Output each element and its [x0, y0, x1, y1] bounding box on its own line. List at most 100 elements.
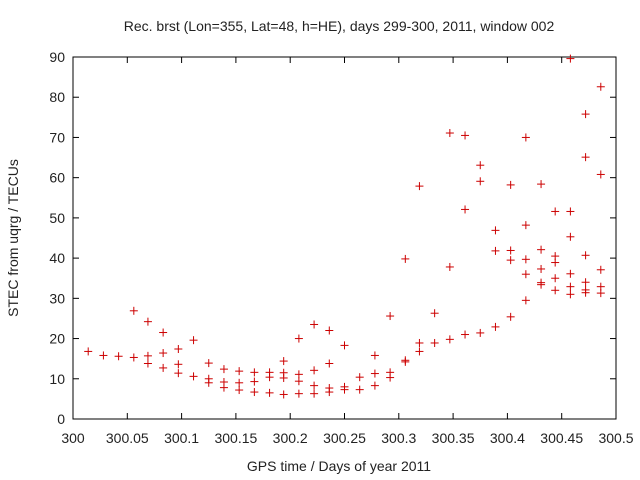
data-point-plus-marker [129, 306, 138, 315]
x-tick-label: 300.25 [323, 430, 366, 446]
x-tick-label: 300.5 [598, 430, 633, 446]
data-point-plus-marker [581, 153, 590, 162]
data-point-plus-marker [294, 389, 303, 398]
data-point-plus-marker [566, 269, 575, 278]
data-point-plus-marker [294, 377, 303, 386]
data-point-plus-marker [159, 349, 168, 358]
data-point-plus-marker [476, 161, 485, 170]
y-tick-label: 60 [49, 170, 65, 186]
data-point-plus-marker [566, 207, 575, 216]
data-point-plus-marker [476, 177, 485, 186]
x-tick-label: 300.15 [214, 430, 257, 446]
data-point-plus-marker [506, 312, 515, 321]
data-point-plus-marker [491, 322, 500, 331]
data-point-plus-marker [415, 338, 424, 347]
data-point-plus-marker [430, 309, 439, 318]
data-point-plus-marker [445, 129, 454, 138]
data-point-plus-marker [204, 359, 213, 368]
data-point-plus-marker [476, 328, 485, 337]
data-point-plus-marker [581, 251, 590, 260]
data-point-plus-marker [491, 226, 500, 235]
data-point-plus-marker [235, 386, 244, 395]
y-tick-label: 50 [49, 210, 65, 226]
y-tick-label: 70 [49, 129, 65, 145]
data-point-plus-marker [174, 360, 183, 369]
data-point-plus-marker [596, 170, 605, 179]
data-point-plus-marker [386, 312, 395, 321]
data-point-plus-marker [340, 341, 349, 350]
data-point-plus-marker [370, 369, 379, 378]
data-series [84, 54, 605, 399]
data-point-plus-marker [581, 110, 590, 119]
data-point-plus-marker [174, 345, 183, 354]
data-point-plus-marker [566, 290, 575, 299]
data-point-plus-marker [159, 363, 168, 372]
data-point-plus-marker [551, 286, 560, 295]
data-point-plus-marker [566, 54, 575, 63]
data-point-plus-marker [325, 359, 334, 368]
data-point-plus-marker [596, 289, 605, 298]
data-point-plus-marker [143, 351, 152, 360]
data-point-plus-marker [521, 296, 530, 305]
data-point-plus-marker [537, 264, 546, 273]
data-point-plus-marker [386, 373, 395, 382]
data-point-plus-marker [430, 338, 439, 347]
data-point-plus-marker [401, 357, 410, 366]
data-point-plus-marker [581, 278, 590, 287]
data-point-plus-marker [143, 317, 152, 326]
data-point-plus-marker [174, 369, 183, 378]
data-point-plus-marker [596, 82, 605, 91]
data-point-plus-marker [370, 351, 379, 360]
data-point-plus-marker [566, 282, 575, 291]
data-point-plus-marker [279, 390, 288, 399]
data-point-plus-marker [551, 207, 560, 216]
data-point-plus-marker [340, 385, 349, 394]
data-point-plus-marker [250, 377, 259, 386]
data-point-plus-marker [355, 385, 364, 394]
data-point-plus-marker [114, 352, 123, 361]
data-point-plus-marker [401, 254, 410, 263]
data-point-plus-marker [445, 262, 454, 271]
data-point-plus-marker [159, 328, 168, 337]
x-tick-label: 300.45 [540, 430, 583, 446]
data-point-plus-marker [235, 367, 244, 376]
y-tick-label: 0 [57, 411, 65, 427]
y-tick-label: 40 [49, 250, 65, 266]
data-point-plus-marker [491, 246, 500, 255]
data-point-plus-marker [537, 180, 546, 189]
x-tick-label: 300.35 [432, 430, 475, 446]
y-axis: 0 10 20 30 40 50 60 70 80 90 [49, 49, 616, 427]
x-tick-label: 300.2 [273, 430, 308, 446]
x-tick-label: 300 [61, 430, 85, 446]
data-point-plus-marker [506, 246, 515, 255]
data-point-plus-marker [521, 133, 530, 142]
data-point-plus-marker [143, 359, 152, 368]
data-point-plus-marker [325, 388, 334, 397]
y-tick-label: 20 [49, 331, 65, 347]
y-axis-label: STEC from uqrg / TECUs [5, 159, 21, 317]
data-point-plus-marker [325, 326, 334, 335]
data-point-plus-marker [310, 320, 319, 329]
data-point-plus-marker [521, 255, 530, 264]
data-point-plus-marker [355, 373, 364, 382]
chart-title: Rec. brst (Lon=355, Lat=48, h=HE), days … [124, 18, 555, 34]
data-point-plus-marker [99, 351, 108, 360]
y-tick-label: 30 [49, 290, 65, 306]
data-point-plus-marker [551, 274, 560, 283]
data-point-plus-marker [294, 370, 303, 379]
data-point-plus-marker [415, 182, 424, 191]
data-point-plus-marker [250, 388, 259, 397]
data-point-plus-marker [506, 180, 515, 189]
data-point-plus-marker [310, 381, 319, 390]
data-point-plus-marker [219, 365, 228, 374]
data-point-plus-marker [445, 335, 454, 344]
plot-frame [72, 56, 617, 420]
y-tick-label: 80 [49, 89, 65, 105]
data-point-plus-marker [537, 245, 546, 254]
data-point-plus-marker [521, 221, 530, 230]
plot-area [72, 56, 617, 420]
data-point-plus-marker [415, 347, 424, 356]
y-tick-label: 10 [49, 371, 65, 387]
data-point-plus-marker [250, 368, 259, 377]
